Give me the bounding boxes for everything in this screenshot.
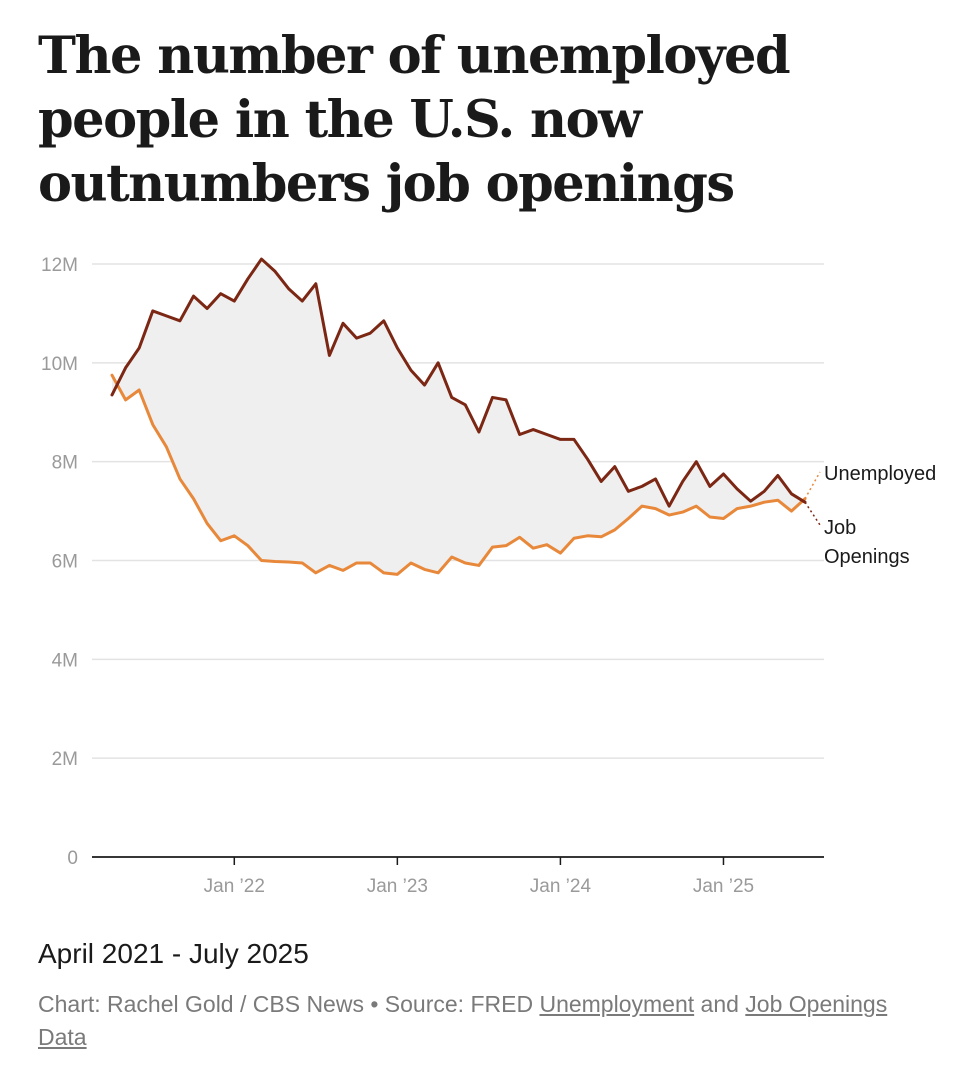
x-tick-label: Jan ’24 — [530, 876, 592, 897]
credit-text: Chart: Rachel Gold / CBS News • Source: … — [38, 991, 540, 1017]
x-tick-label: Jan ’23 — [367, 876, 428, 897]
unemployed-line — [110, 373, 807, 576]
credit-connector: and — [694, 991, 746, 1017]
y-tick-label: 8M — [52, 453, 78, 474]
series-lines — [110, 257, 807, 576]
y-tick-label: 12M — [41, 255, 78, 276]
x-axis: Jan ’22 Jan ’23 Jan ’24 Jan ’25 — [92, 856, 824, 897]
chart-credit: Chart: Rachel Gold / CBS News • Source: … — [38, 988, 938, 1054]
fill-between — [112, 259, 805, 575]
y-tick-label: 2M — [52, 749, 78, 770]
x-tick-label: Jan ’22 — [204, 876, 265, 897]
gap-area — [112, 259, 805, 575]
legend: Unemployed Job Openings — [804, 463, 936, 568]
y-tick-label: 0 — [67, 848, 78, 869]
job-openings-line — [110, 257, 807, 508]
chart-title: The number of unemployed people in the U… — [38, 26, 791, 214]
job-openings-leader — [804, 501, 821, 526]
y-tick-label: 10M — [41, 354, 78, 375]
unemployment-data-link[interactable]: Unemployment — [539, 991, 695, 1017]
x-tick-label: Jan ’25 — [693, 876, 754, 897]
date-range: April 2021 - July 2025 — [38, 938, 309, 969]
legend-job-openings: Openings — [824, 546, 910, 568]
legend-job-openings: Job — [824, 517, 856, 539]
unemployed-leader — [804, 471, 821, 500]
y-axis-ticks: 0 2M 4M 6M 8M 10M 12M — [41, 255, 78, 869]
y-tick-label: 6M — [52, 552, 78, 573]
legend-unemployed: Unemployed — [824, 463, 936, 485]
y-tick-label: 4M — [52, 650, 78, 671]
job-openings-data-link[interactable]: Job Openings Data — [38, 991, 888, 1050]
